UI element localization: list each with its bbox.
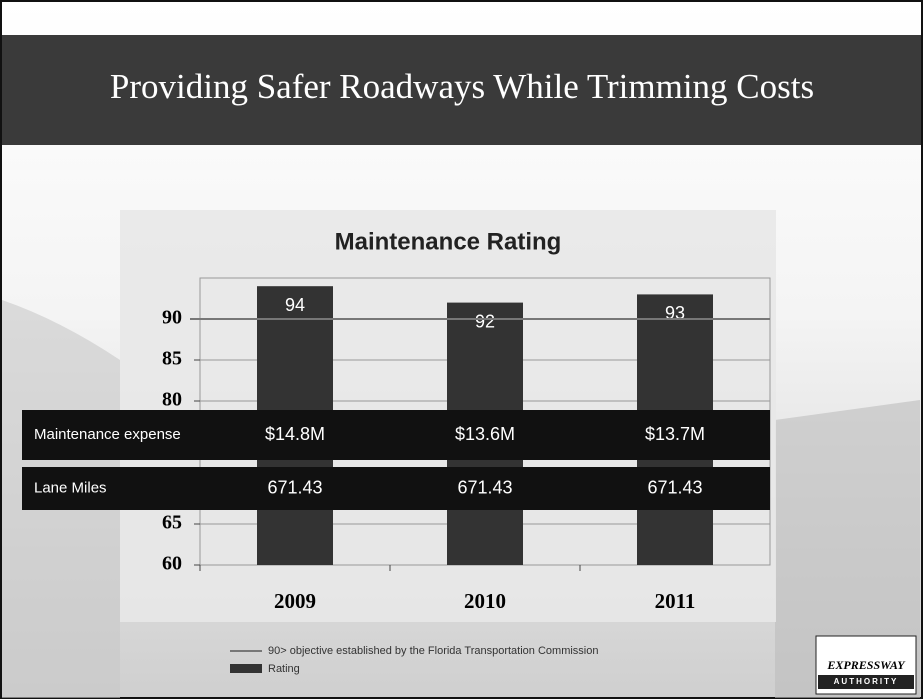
y-tick-label: 65 <box>162 512 182 534</box>
y-tick-label: 90 <box>162 307 182 329</box>
row-value: $13.6M <box>455 424 515 444</box>
table-row <box>22 467 770 510</box>
data-label: 93 <box>665 303 685 323</box>
photo-right <box>775 400 920 698</box>
row-label: Maintenance expense <box>34 426 181 443</box>
legend-label: 90> objective established by the Florida… <box>268 645 598 657</box>
row-label: Lane Miles <box>34 479 107 496</box>
table-row <box>22 410 770 460</box>
title-bar <box>2 35 921 145</box>
chart-title: Maintenance Rating <box>335 228 562 255</box>
row-value: 671.43 <box>457 477 512 497</box>
logo-band <box>818 675 914 689</box>
logo-text: AUTHORITY <box>834 677 899 686</box>
slide-title: Providing Safer Roadways While Trimming … <box>110 67 814 106</box>
legend-label: Rating <box>268 663 300 675</box>
y-tick-label: 80 <box>162 389 182 411</box>
row-value: $13.7M <box>645 424 705 444</box>
x-tick-label: 2010 <box>464 589 506 613</box>
row-value: $14.8M <box>265 424 325 444</box>
row-value: 671.43 <box>647 477 702 497</box>
data-label: 92 <box>475 311 495 331</box>
logo: EXPRESSWAY AUTHORITY <box>815 635 917 695</box>
x-tick-label: 2011 <box>655 589 696 613</box>
logo-text: EXPRESSWAY <box>826 658 906 672</box>
y-tick-label: 60 <box>162 553 182 575</box>
row-value: 671.43 <box>267 477 322 497</box>
y-tick-label: 85 <box>162 348 182 370</box>
legend-swatch <box>230 664 262 673</box>
data-label: 94 <box>285 295 305 315</box>
x-tick-label: 2009 <box>274 589 316 613</box>
